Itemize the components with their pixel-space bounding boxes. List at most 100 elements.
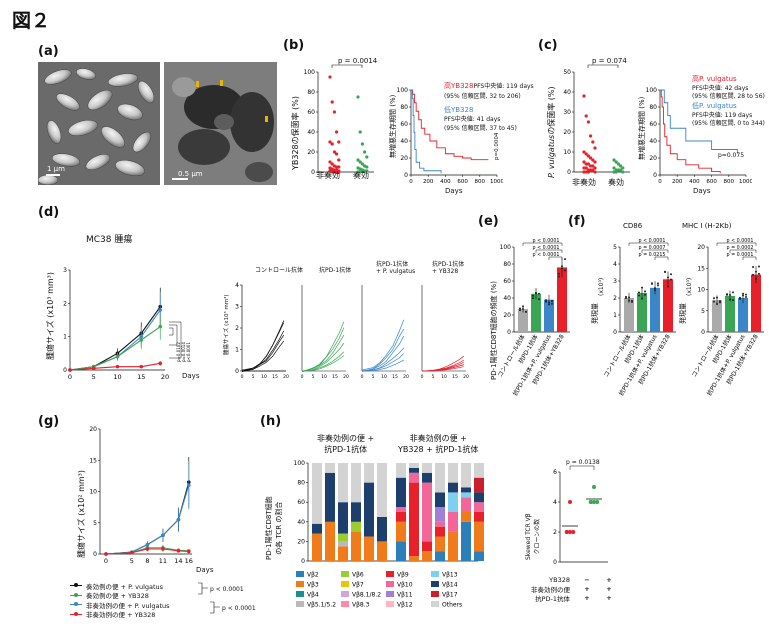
g-xtick-label: 5 [130,557,134,565]
g-legend-swatch [70,592,82,597]
e-bar [518,309,528,332]
f-left-point [638,294,640,297]
g-legend-swatch [70,611,82,616]
g-xtick-label: 14 [174,557,182,565]
d-small-mouse-line [241,330,285,372]
legend-low-pv: 低P. vulgatus [692,102,737,110]
h-legend-label: Vβ8.3 [352,602,370,609]
d-pvalue: p=0.0014 [181,342,186,362]
c-point-nonresponder [586,162,590,166]
f-left-ytick-label: 5 [613,244,617,251]
h-stacked-ytick-label: 20 [297,538,305,545]
f-left-bar [624,298,634,332]
e-point [522,308,524,311]
f-left-point [644,293,646,296]
h-stacked-ytick-label: 80 [297,480,305,487]
h-bar-segment [435,492,445,508]
h-bar-segment [474,463,484,478]
h-bar-segment [396,512,406,522]
g-legend-item: 非奏効例の便 + P. vulgatus [70,600,170,610]
f-right-pvalue: p < 0.0001 [727,238,754,244]
d-small-xtick-label: 15 [392,374,398,380]
f-right-point [752,266,754,269]
e-point [548,303,550,306]
d-small-mouse-line [361,319,405,371]
h-scatter-point [568,500,572,504]
b-point-responder [358,160,362,164]
e-pvalue: p < 0.0001 [533,238,560,244]
d-small-mouse-line [301,327,345,373]
h-legend-swatch [341,581,349,587]
e-point [561,267,563,270]
c-point-responder [619,164,623,168]
d-sig-bracket [169,324,178,346]
f-right-point [755,277,757,280]
e-bar [531,293,541,332]
panel-f-ylabel-right: 発現量 [679,303,687,324]
c-point-nonresponder [593,166,597,170]
h-bar-segment [435,551,445,561]
b-point-nonresponder [330,170,334,174]
h-condition-mark: + [606,575,612,584]
e-sig-bracket [522,242,563,246]
panel-h-legend: Vβ2 Vβ3 Vβ4 Vβ5.1/5.2 Vβ6 Vβ7 Vβ8.1/8.2 Vβ8.3 Vβ… [296,571,462,609]
b-point-nonresponder [332,170,336,174]
h-scatter-ytick-label: 6 [553,469,557,476]
h-legend-label: Vβ7 [352,582,364,589]
f-right-point [716,296,718,299]
g-main-ytick-label: 15 [89,457,97,464]
f-right-point [713,297,715,300]
c-surv-xtick-label: 600 [706,179,717,185]
d-point-red [139,364,144,369]
g-point [145,542,150,547]
c-point-responder [614,160,618,164]
f-left-point [654,287,656,290]
c-surv-high-line [660,89,721,174]
f-left-point [651,282,653,285]
panel-h-scatter: 0 2 4 6 [553,465,608,566]
h-bar-segment [435,507,445,522]
h-bar-segment [312,463,322,524]
panel-f-title-right: MHC I (H-2Kb) [682,222,732,230]
d-sig-bracket [169,327,174,336]
g-point [130,550,134,555]
c-point-nonresponder [593,146,597,150]
h-bar-segment [474,521,484,552]
f-right-point [726,293,728,296]
d-small-xtick-label: 20 [343,374,349,380]
g-point [161,547,165,551]
h-stacked-ytick-label: 0 [301,558,305,565]
h-bar-segment [409,556,419,561]
c-point-nonresponder [584,114,588,118]
panel-d-small-title-1: コントロール抗体 [255,267,304,274]
h-bar-segment [422,463,432,473]
e-pvalue: p < 0.0001 [533,245,560,251]
scalebar-label: 0.5 μm [178,170,203,178]
d-small-0-ytick-label: 3 [235,304,239,311]
d-xtick-label: 5 [92,373,96,380]
e-point [519,307,521,310]
h-bar-segment [338,502,348,534]
b-point-nonresponder [328,160,332,164]
h-bar-segment [409,467,419,473]
d-sig-bracket [169,321,182,359]
h-condition-mark: + [584,593,590,602]
d-small-xtick-label: 15 [272,374,278,380]
c-point-nonresponder [582,94,586,98]
legend-low-pv-median: PFS中央値: 119 days [692,112,753,119]
h-bar-segment [351,463,361,503]
e-point [538,292,540,295]
d-small-mouse-line [241,320,285,372]
h-bar-segment [351,531,361,561]
c-surv-ytick-label: 80 [649,104,657,111]
panel-e-label: (e) [478,214,499,229]
h-bar-segment [422,551,432,561]
c-surv-ytick-label: 100 [646,87,658,94]
b-point-nonresponder [330,100,334,104]
b-scatter-ytick-label: 0 [311,169,315,176]
h-legend-swatch [341,591,349,597]
b-surv-ytick-label: 100 [397,87,409,94]
c-point-responder [619,168,623,172]
b-surv-xtick-label: 600 [457,179,468,185]
h-bar-segment [325,521,335,561]
